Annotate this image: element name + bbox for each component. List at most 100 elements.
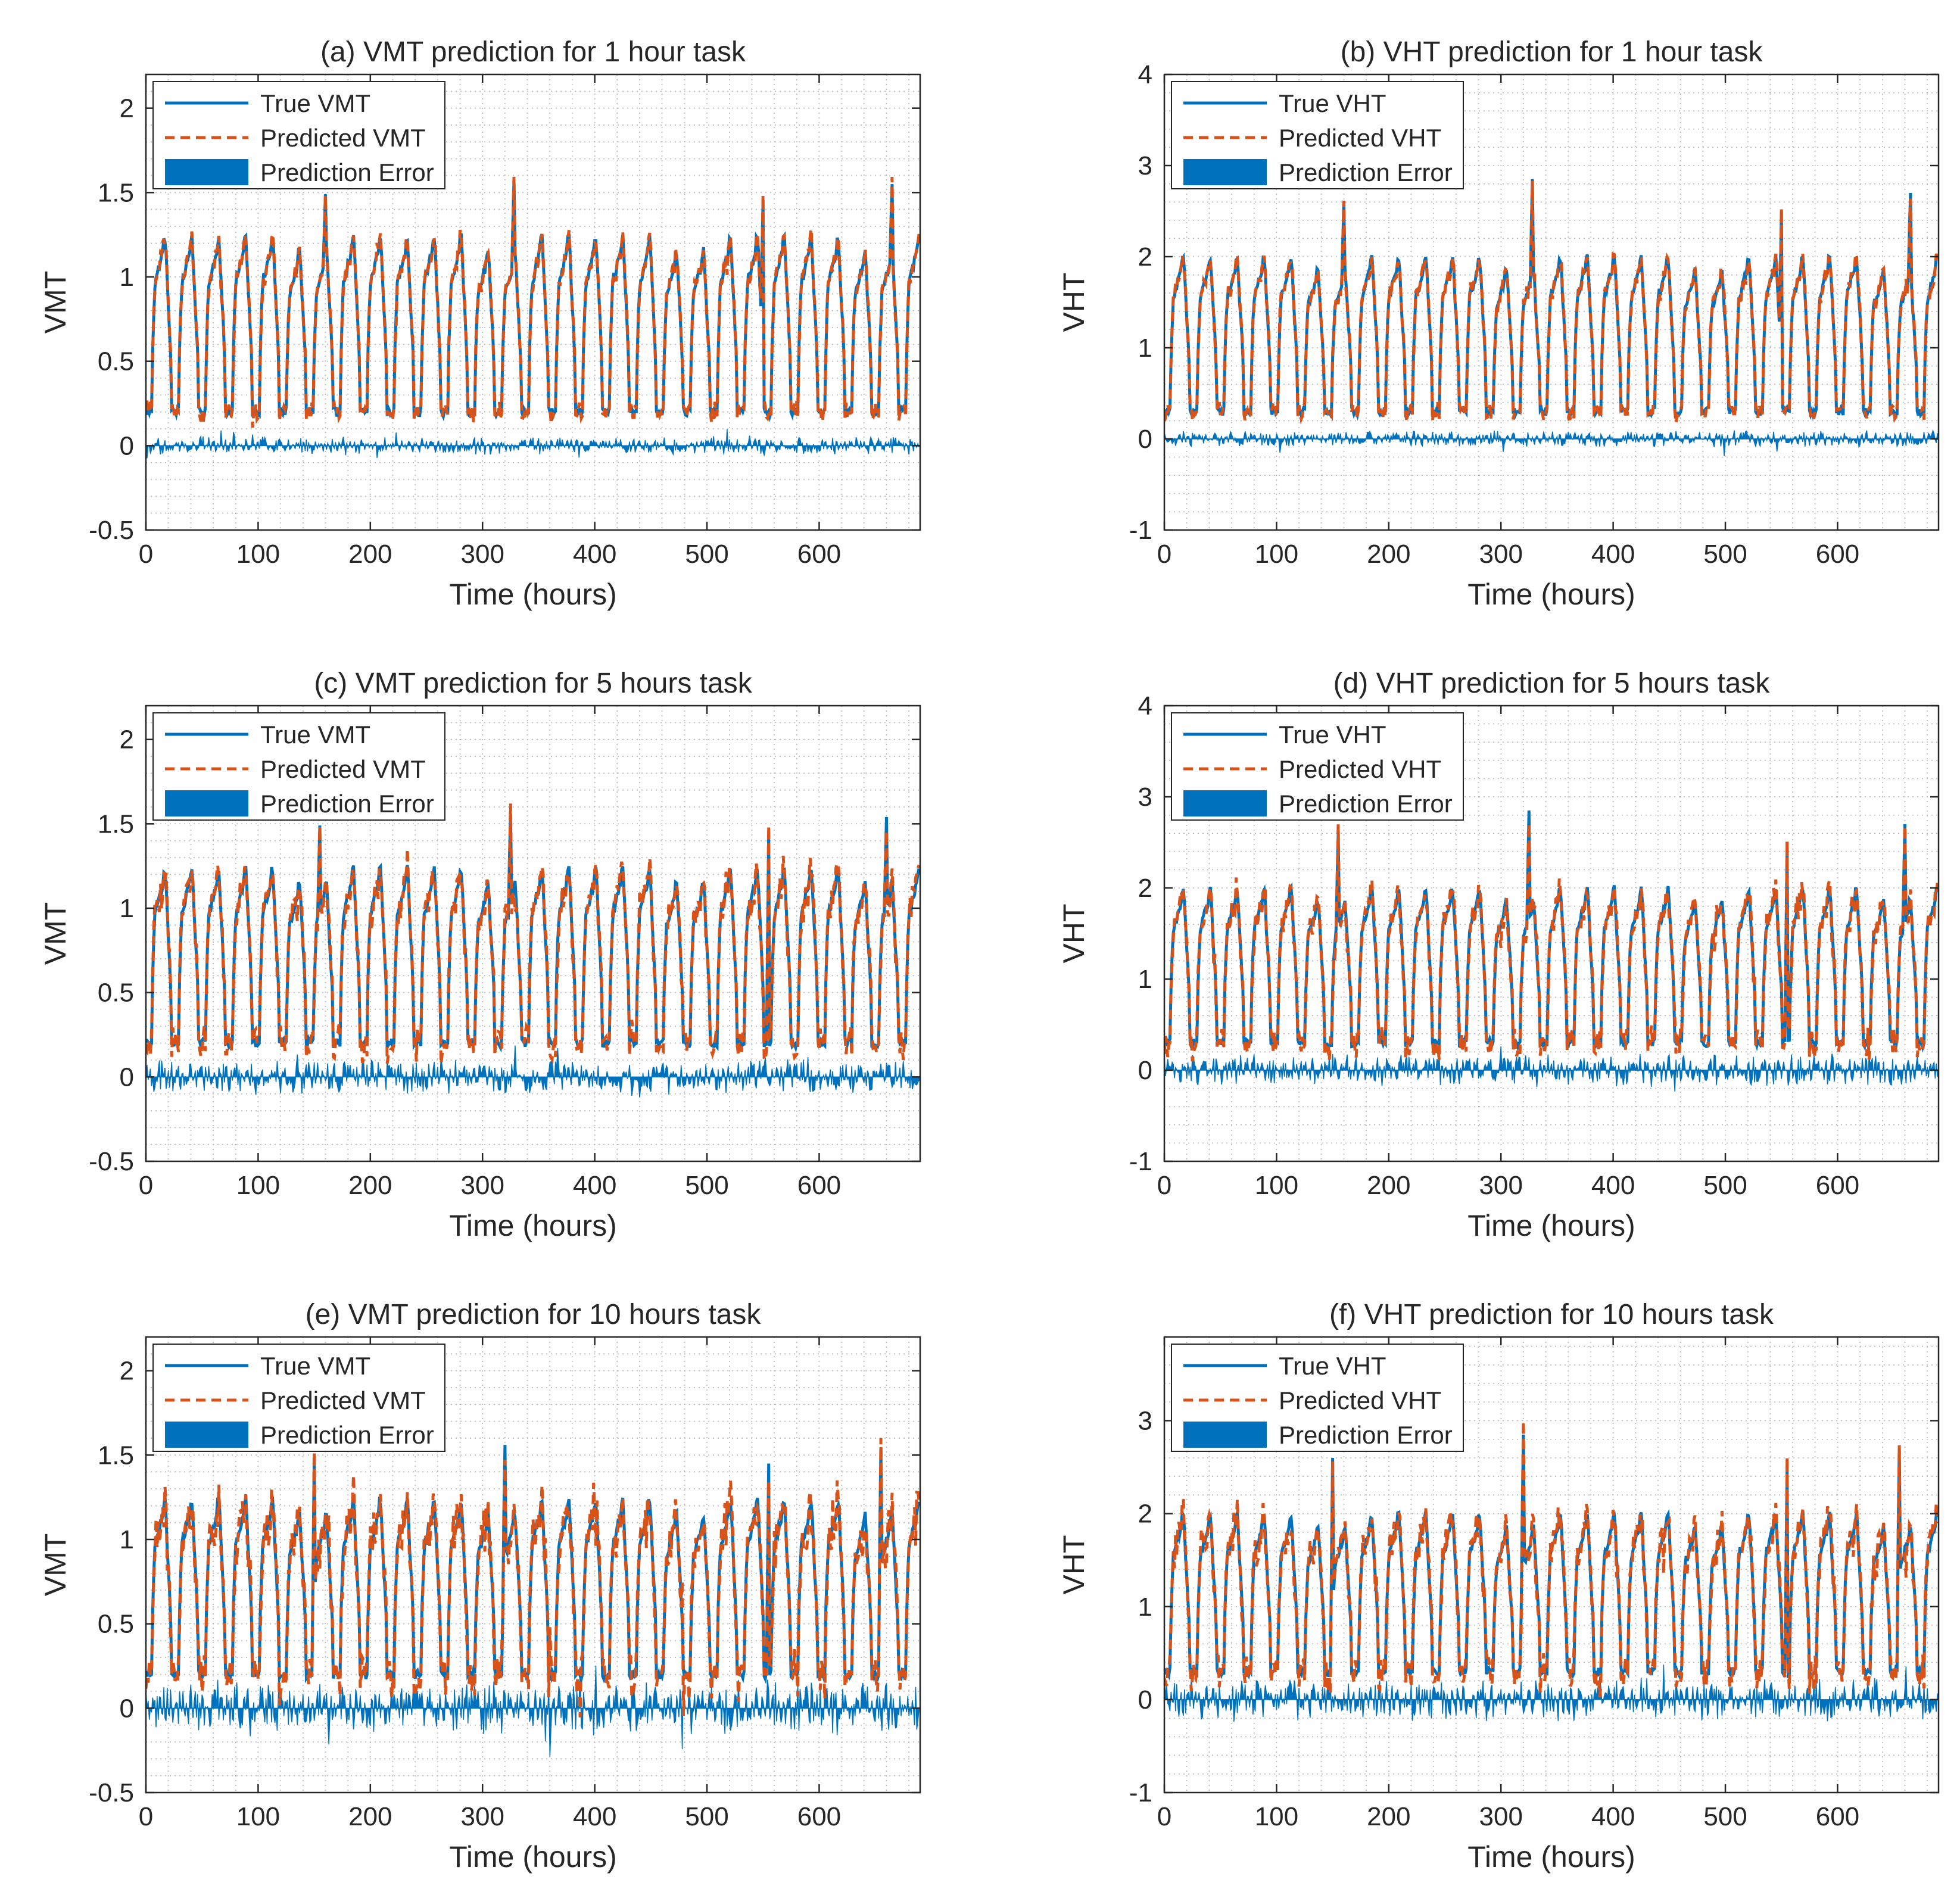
y-tick-label: -1 [1129, 516, 1152, 545]
legend-label: True VHT [1279, 1352, 1386, 1380]
legend-swatch-error [165, 1422, 248, 1448]
y-tick-label: 4 [1138, 691, 1152, 721]
y-tick-label: -0.5 [89, 516, 134, 545]
chart-title: (b) VHT prediction for 1 hour task [1341, 36, 1763, 68]
x-tick-label: 500 [685, 1171, 728, 1200]
series-prediction-error [146, 1045, 920, 1098]
x-axis-label: Time (hours) [1467, 1840, 1635, 1874]
y-tick-label: -1 [1129, 1147, 1152, 1176]
y-tick-label: 3 [1138, 151, 1152, 180]
y-tick-label: 0 [120, 1694, 134, 1723]
x-tick-label: 600 [797, 1171, 841, 1200]
x-tick-label: 500 [685, 1802, 728, 1831]
y-tick-label: 0 [1138, 425, 1152, 454]
y-tick-label: 2 [120, 725, 134, 755]
legend-label: Predicted VMT [260, 755, 426, 783]
x-axis-label: Time (hours) [1467, 1209, 1635, 1242]
x-tick-label: 0 [139, 1802, 153, 1831]
y-axis-label: VMT [39, 902, 72, 965]
x-tick-label: 200 [1367, 1171, 1410, 1200]
y-tick-label: -0.5 [89, 1147, 134, 1176]
chart-e: 0 100 200 300 400 500 600-0.500.511.52(e) VMT … [39, 1299, 921, 1874]
x-tick-label: 200 [348, 540, 392, 569]
y-tick-label: 1 [120, 1525, 134, 1554]
legend-label: Predicted VMT [260, 124, 426, 152]
series-predicted [1164, 823, 1939, 1062]
x-tick-label: 0 [1157, 1802, 1171, 1831]
x-tick-label: 600 [797, 1802, 841, 1831]
y-axis-label: VHT [1057, 273, 1090, 332]
x-tick-label: 500 [685, 540, 728, 569]
plot-series [1164, 1420, 1939, 1722]
legend-label: Prediction Error [1279, 790, 1453, 818]
legend-label: Prediction Error [1279, 158, 1453, 186]
chart-c: 0 100 200 300 400 500 600-0.500.511.52(c) VMT … [39, 668, 921, 1242]
x-tick-label: 300 [1479, 540, 1523, 569]
y-axis-label: VMT [39, 1534, 72, 1597]
y-tick-label: 2 [120, 1357, 134, 1386]
chart-title: (c) VMT prediction for 5 hours task [314, 668, 752, 699]
plot-series [146, 176, 920, 459]
x-tick-label: 600 [1816, 540, 1859, 569]
x-tick-label: 600 [1816, 1171, 1859, 1200]
legend-label: Prediction Error [260, 158, 434, 186]
y-tick-label: 1.5 [98, 809, 134, 839]
legend-label: Predicted VHT [1279, 124, 1441, 152]
plot-series [146, 1438, 920, 1757]
y-tick-label: -0.5 [89, 1778, 134, 1807]
y-tick-label: 2 [1138, 1500, 1152, 1529]
y-tick-label: 0 [1138, 1685, 1152, 1715]
legend-swatch-error [1183, 1422, 1267, 1448]
series-predicted [1164, 1420, 1939, 1698]
legend-box [152, 712, 445, 821]
series-predicted [146, 1438, 920, 1718]
chart-title: (f) VHT prediction for 10 hours task [1329, 1299, 1774, 1330]
plot-series [1164, 810, 1939, 1092]
legend: True VMT Predicted VMT Prediction Error [152, 81, 445, 189]
x-tick-label: 200 [1367, 1802, 1410, 1831]
x-axis-label: Time (hours) [449, 578, 617, 611]
series-predicted [146, 803, 920, 1065]
legend-label: Prediction Error [260, 1421, 434, 1449]
y-tick-label: 2 [1138, 242, 1152, 272]
x-tick-label: 200 [1367, 540, 1410, 569]
x-tick-label: 500 [1703, 1171, 1747, 1200]
x-tick-label: 100 [236, 1802, 280, 1831]
legend-label: Prediction Error [1279, 1421, 1453, 1449]
legend-swatch-error [165, 790, 248, 816]
x-tick-label: 400 [573, 1171, 616, 1200]
legend-label: Predicted VMT [260, 1386, 426, 1414]
y-tick-label: 1 [120, 263, 134, 292]
y-tick-label: 1 [1138, 965, 1152, 994]
series-prediction-error [146, 429, 920, 459]
axes-box [1163, 705, 1940, 1162]
plot-series [146, 803, 920, 1098]
axes-box [145, 705, 921, 1162]
y-tick-label: 3 [1138, 783, 1152, 812]
legend: True VHT Predicted VHT Prediction Error [1171, 81, 1464, 189]
y-tick-label: 1 [1138, 1592, 1152, 1622]
x-axis-label: Time (hours) [449, 1209, 617, 1242]
y-tick-label: 0.5 [98, 978, 134, 1008]
y-axis-label: VHT [1057, 1535, 1090, 1595]
y-tick-label: -1 [1129, 1778, 1152, 1807]
y-tick-label: 1.5 [98, 1441, 134, 1470]
y-axis-label: VMT [39, 271, 72, 334]
x-tick-label: 500 [1703, 540, 1747, 569]
legend-label: Predicted VHT [1279, 755, 1441, 783]
x-tick-label: 100 [1255, 1171, 1298, 1200]
x-tick-label: 200 [348, 1802, 392, 1831]
series-prediction-error [146, 1662, 920, 1757]
legend-swatch-error [1183, 159, 1267, 185]
y-tick-label: 0 [120, 431, 134, 460]
legend-swatch-error [1183, 790, 1267, 816]
x-tick-label: 0 [139, 1171, 153, 1200]
x-tick-label: 600 [797, 540, 841, 569]
axes-box [1163, 1336, 1940, 1794]
y-tick-label: 4 [1138, 60, 1152, 89]
x-tick-label: 400 [1591, 1171, 1635, 1200]
